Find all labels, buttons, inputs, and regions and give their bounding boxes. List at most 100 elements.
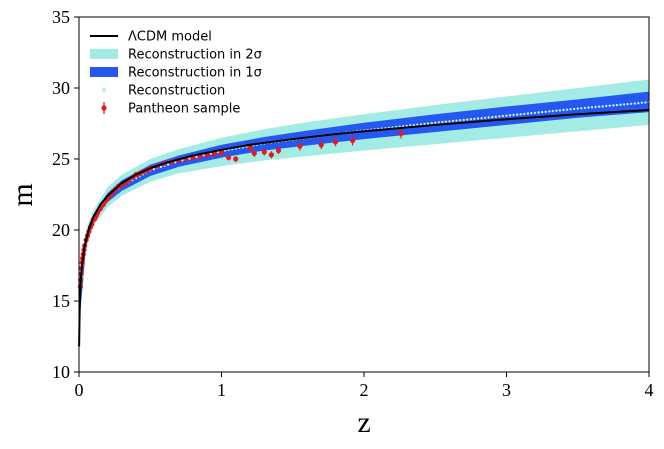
pantheon-point xyxy=(297,143,303,149)
reconstruction-point xyxy=(562,108,565,112)
legend-swatch-patch xyxy=(90,67,118,77)
reconstruction-point xyxy=(480,117,483,120)
reconstruction-point xyxy=(434,121,437,125)
pantheon-point xyxy=(251,150,257,156)
reconstruction-point xyxy=(473,117,476,121)
y-tick-label: 15 xyxy=(52,291,70,311)
band-2sigma xyxy=(79,79,649,333)
pantheon-point xyxy=(398,130,404,137)
reconstruction-point xyxy=(483,116,487,120)
reconstruction-point xyxy=(626,102,629,106)
reconstruction-point xyxy=(505,114,508,117)
reconstruction-point xyxy=(412,123,416,127)
reconstruction-point xyxy=(622,103,626,106)
reconstruction-point xyxy=(174,161,177,164)
legend-label: Reconstruction in 1σ xyxy=(128,66,262,81)
y-axis-title: m xyxy=(6,183,39,206)
reconstruction-point xyxy=(166,163,170,166)
pantheon-point xyxy=(247,145,253,151)
pantheon-point xyxy=(218,150,225,156)
x-axis-ticks: 0 1 2 3 4 xyxy=(75,372,654,400)
legend-label: ΛCDM model xyxy=(128,30,212,45)
reconstruction-point xyxy=(597,105,601,108)
reconstruction-point xyxy=(181,159,184,162)
y-tick-label: 30 xyxy=(52,78,70,98)
pantheon-point xyxy=(211,151,217,157)
model-curve-group xyxy=(78,109,650,347)
reconstruction-point xyxy=(601,105,604,108)
reconstruction-point xyxy=(476,117,480,120)
reconstruction-point xyxy=(608,104,611,107)
reconstruction-point xyxy=(423,122,426,126)
reconstruction-point xyxy=(195,155,198,159)
reconstruction-point xyxy=(466,118,469,121)
legend-label: Pantheon sample xyxy=(128,102,240,117)
reconstruction-point xyxy=(487,116,490,119)
pantheon-point xyxy=(318,142,324,148)
reconstruction-point xyxy=(530,112,533,115)
reconstruction-point xyxy=(441,120,444,124)
pantheon-point xyxy=(275,147,282,154)
reconstruction-point xyxy=(152,168,155,171)
y-tick-label: 20 xyxy=(52,220,70,240)
reconstruction-point xyxy=(612,104,615,107)
legend-swatch-patch xyxy=(90,49,118,59)
reconstruction-point xyxy=(558,109,562,112)
reconstruction-point xyxy=(573,107,576,111)
reconstruction-point xyxy=(537,111,540,114)
reconstruction-point xyxy=(202,154,205,157)
reconstruction-point xyxy=(640,101,644,105)
x-tick-label: 4 xyxy=(645,380,654,400)
reconstruction-point xyxy=(455,119,458,122)
reconstruction-point xyxy=(491,115,494,119)
y-axis-ticks: 10 15 20 25 30 35 xyxy=(52,7,79,382)
reconstruction-point xyxy=(544,110,547,114)
reconstruction-point xyxy=(569,108,572,111)
reconstruction-point xyxy=(437,121,440,124)
reconstruction-point xyxy=(615,103,619,107)
reconstruction-point xyxy=(576,107,579,110)
reconstruction-point xyxy=(209,152,212,155)
reconstruction-point xyxy=(633,102,636,105)
x-tick-label: 3 xyxy=(502,380,511,400)
pantheon-point xyxy=(226,154,232,161)
reconstruction-point xyxy=(462,118,465,122)
reconstruction-point xyxy=(448,120,451,123)
legend-label: Reconstruction in 2σ xyxy=(128,48,262,63)
y-tick-label: 10 xyxy=(52,362,70,382)
reconstruction-point xyxy=(551,109,554,113)
reconstruction-point xyxy=(637,102,640,105)
y-tick-label: 35 xyxy=(52,7,70,27)
legend-label: Reconstruction xyxy=(128,84,225,99)
reconstruction-point xyxy=(469,118,473,121)
y-tick-label: 25 xyxy=(52,149,70,169)
x-tick-label: 1 xyxy=(217,380,226,400)
reconstruction-point xyxy=(451,119,455,123)
reconstruction-point xyxy=(565,108,569,111)
model-curve xyxy=(78,109,650,347)
reconstruction-point xyxy=(459,119,462,122)
reconstruction-point xyxy=(590,106,594,109)
reconstruction-point xyxy=(605,104,608,108)
reconstruction-point xyxy=(416,123,419,126)
confidence-bands xyxy=(79,79,649,333)
pantheon-point xyxy=(332,139,339,145)
reconstruction-point xyxy=(644,101,647,104)
reconstruction-point xyxy=(533,111,537,115)
reconstruction-point xyxy=(540,110,544,114)
reconstruction-point xyxy=(580,107,583,110)
reconstruction-point xyxy=(587,106,590,109)
reconstruction-point xyxy=(519,113,522,116)
reconstruction-point xyxy=(508,114,512,117)
legend-swatch-dot xyxy=(101,105,107,111)
reconstruction-point xyxy=(188,157,191,160)
legend-swatch-dot xyxy=(101,87,107,93)
reconstruction-point xyxy=(548,110,551,113)
reconstruction-point xyxy=(501,114,505,118)
reconstruction-point xyxy=(512,113,515,117)
reconstruction-point xyxy=(555,109,558,112)
legend: ΛCDM model Reconstruction in 2σ Reconstruc… xyxy=(90,30,262,117)
reconstruction-point xyxy=(159,165,163,169)
